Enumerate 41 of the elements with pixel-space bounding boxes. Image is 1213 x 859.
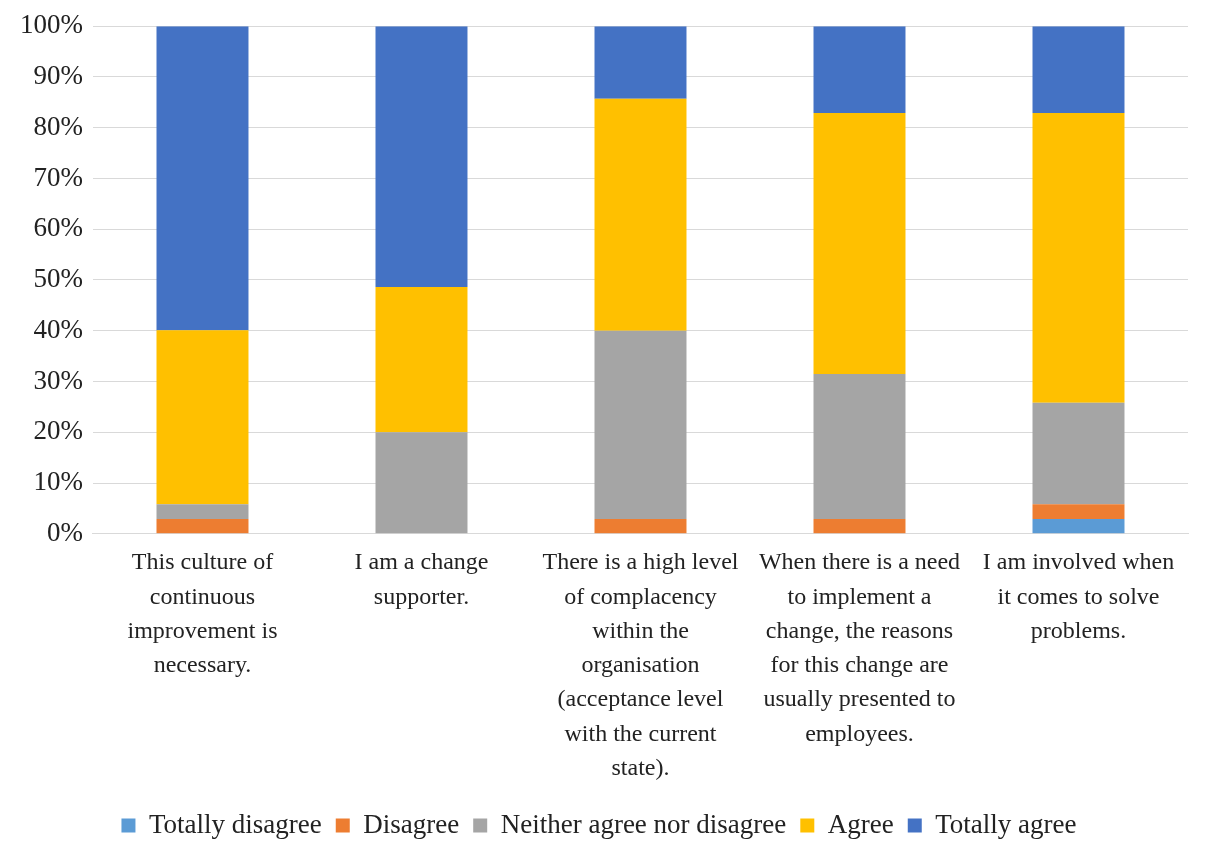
y-tick-label: 40% <box>33 313 83 344</box>
bar <box>594 26 687 99</box>
y-tick-label: 20% <box>33 415 83 446</box>
bar <box>1032 504 1125 520</box>
bar <box>594 519 687 534</box>
y-tick-label: 90% <box>33 60 83 91</box>
legend-label: Neither agree nor disagree <box>500 808 787 839</box>
bar <box>1032 26 1125 113</box>
bar <box>156 519 249 534</box>
bar <box>813 519 906 534</box>
bar <box>813 373 906 520</box>
bar <box>1032 402 1125 505</box>
bar <box>1032 112 1125 403</box>
bar <box>375 432 468 534</box>
bar <box>156 26 249 331</box>
legend-label: Disagree <box>363 808 460 839</box>
y-tick-label: 30% <box>33 364 83 395</box>
y-tick-label: 10% <box>33 466 83 497</box>
bar <box>813 26 906 113</box>
legend-label: Totally disagree <box>148 808 322 839</box>
x-tick-label: There is a high level of complacency within the organisation (acceptance level with the current state). <box>542 548 739 781</box>
y-tick-label: 70% <box>33 161 83 192</box>
bar <box>594 330 687 520</box>
bar <box>375 287 468 433</box>
x-tick-label: This culture of continuous improvement is necessary. <box>127 548 278 678</box>
legend-label: Totally agree <box>935 808 1077 839</box>
x-tick-label: I am involved when it comes to solve problems. <box>982 548 1175 643</box>
bar <box>375 26 468 288</box>
bar <box>156 504 249 520</box>
bar <box>156 330 249 505</box>
y-tick-label: 60% <box>33 212 83 243</box>
y-tick-label: 0% <box>46 516 83 547</box>
legend-label: Agree <box>827 808 894 839</box>
bar <box>1032 519 1125 534</box>
y-tick-label: 80% <box>33 110 83 141</box>
y-tick-label: 50% <box>33 263 83 294</box>
x-tick-label: I am a change supporter. <box>354 548 489 609</box>
x-tick-label: When there is a need to implement a change, the reasons for this change are usually presented to employees. <box>758 548 961 746</box>
bar <box>594 98 687 331</box>
bar <box>813 112 906 374</box>
y-tick-label: 100% <box>19 9 83 40</box>
